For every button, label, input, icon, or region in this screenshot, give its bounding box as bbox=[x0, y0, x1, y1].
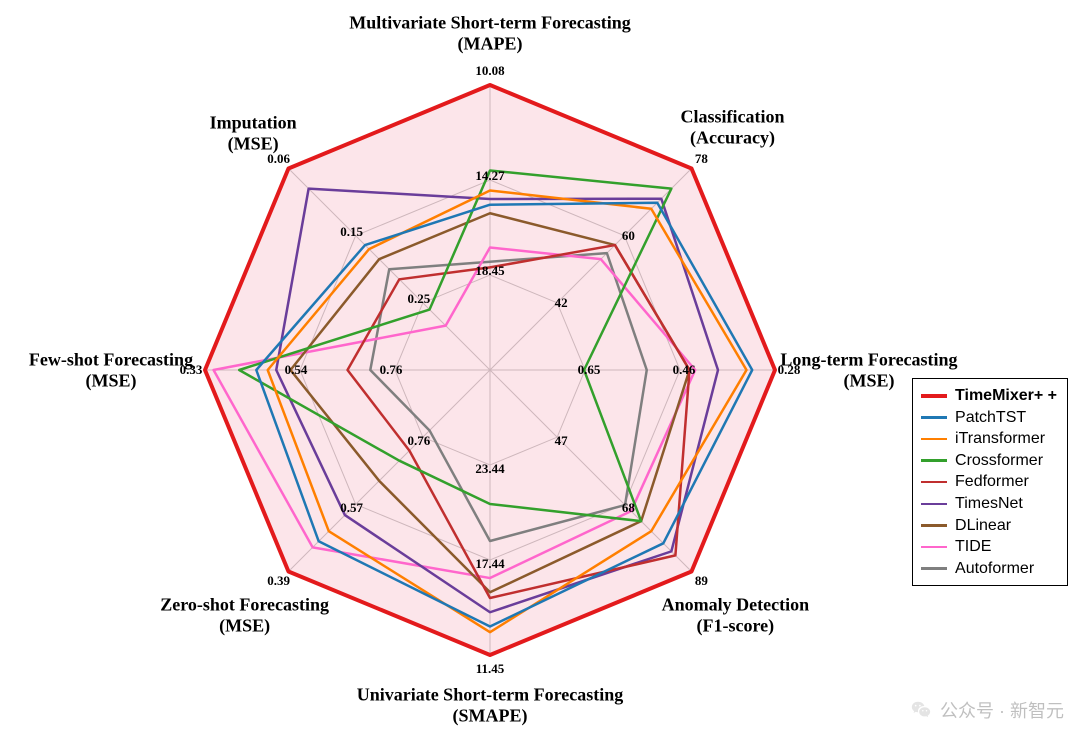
axis-label: Few-shot Forecasting(MSE) bbox=[29, 349, 193, 390]
axis-label: Classification(Accuracy) bbox=[681, 107, 785, 148]
tick-label: 0.06 bbox=[267, 151, 290, 167]
axis-label: Anomaly Detection(F1-score) bbox=[662, 595, 809, 636]
watermark-text: 公众号 · 新智元 bbox=[940, 697, 1064, 723]
legend-swatch bbox=[921, 567, 947, 570]
legend-label: iTransformer bbox=[955, 428, 1045, 450]
tick-label: 0.57 bbox=[340, 500, 363, 516]
legend-label: TIDE bbox=[955, 536, 991, 558]
radar-chart: Multivariate Short-term Forecasting(MAPE… bbox=[0, 0, 1080, 737]
tick-label: 47 bbox=[555, 433, 568, 449]
legend-label: Autoformer bbox=[955, 558, 1034, 580]
legend-label: DLinear bbox=[955, 515, 1011, 537]
axis-label: Imputation(MSE) bbox=[210, 112, 297, 153]
tick-label: 10.08 bbox=[475, 63, 504, 79]
legend: TimeMixer+ +PatchTSTiTransformerCrossfor… bbox=[912, 378, 1068, 586]
legend-item: Autoformer bbox=[921, 558, 1057, 580]
legend-item: TimeMixer+ + bbox=[921, 385, 1057, 407]
watermark: 公众号 · 新智元 bbox=[910, 697, 1064, 723]
legend-label: TimeMixer+ + bbox=[955, 385, 1057, 407]
tick-label: 0.54 bbox=[285, 362, 308, 378]
tick-label: 0.76 bbox=[380, 362, 403, 378]
axis-label: Univariate Short-term Forecasting(SMAPE) bbox=[357, 684, 624, 725]
tick-label: 11.45 bbox=[476, 661, 505, 677]
tick-label: 89 bbox=[695, 573, 708, 589]
legend-swatch bbox=[921, 416, 947, 419]
legend-swatch bbox=[921, 546, 947, 549]
legend-swatch bbox=[921, 394, 947, 398]
tick-label: 60 bbox=[622, 228, 635, 244]
legend-label: Crossformer bbox=[955, 450, 1043, 472]
legend-item: TIDE bbox=[921, 536, 1057, 558]
tick-label: 0.25 bbox=[407, 291, 430, 307]
legend-swatch bbox=[921, 438, 947, 441]
tick-label: 0.65 bbox=[578, 362, 601, 378]
legend-item: DLinear bbox=[921, 515, 1057, 537]
legend-swatch bbox=[921, 481, 947, 484]
legend-swatch bbox=[921, 524, 947, 527]
tick-label: 0.28 bbox=[778, 362, 801, 378]
tick-label: 78 bbox=[695, 151, 708, 167]
tick-label: 17.44 bbox=[475, 556, 504, 572]
tick-label: 0.15 bbox=[340, 224, 363, 240]
tick-label: 18.45 bbox=[475, 263, 504, 279]
axis-label: Zero-shot Forecasting(MSE) bbox=[160, 595, 329, 636]
tick-label: 0.33 bbox=[180, 362, 203, 378]
legend-swatch bbox=[921, 459, 947, 462]
tick-label: 42 bbox=[555, 295, 568, 311]
legend-item: Crossformer bbox=[921, 450, 1057, 472]
legend-item: Fedformer bbox=[921, 471, 1057, 493]
legend-label: Fedformer bbox=[955, 471, 1029, 493]
legend-item: iTransformer bbox=[921, 428, 1057, 450]
legend-label: TimesNet bbox=[955, 493, 1023, 515]
tick-label: 0.76 bbox=[407, 433, 430, 449]
axis-label: Multivariate Short-term Forecasting(MAPE… bbox=[349, 12, 631, 53]
legend-label: PatchTST bbox=[955, 407, 1026, 429]
tick-label: 14.27 bbox=[475, 168, 504, 184]
legend-swatch bbox=[921, 503, 947, 506]
tick-label: 0.46 bbox=[673, 362, 696, 378]
tick-label: 68 bbox=[622, 500, 635, 516]
legend-item: PatchTST bbox=[921, 407, 1057, 429]
wechat-icon bbox=[910, 699, 932, 721]
tick-label: 0.39 bbox=[267, 573, 290, 589]
tick-label: 23.44 bbox=[475, 461, 504, 477]
legend-item: TimesNet bbox=[921, 493, 1057, 515]
